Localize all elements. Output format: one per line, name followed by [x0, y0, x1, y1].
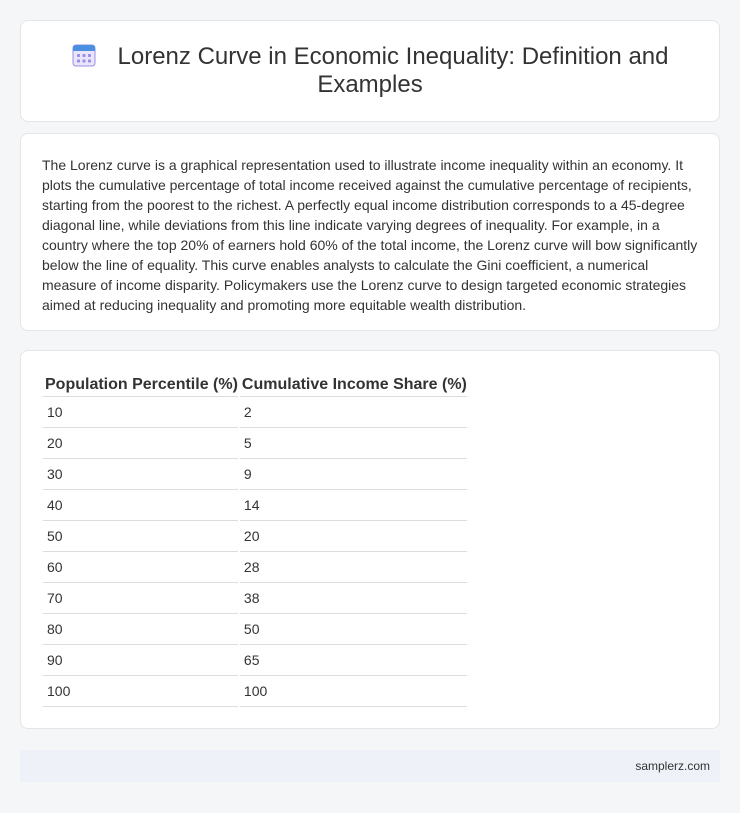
- table-card: Population Percentile (%) Cumulative Inc…: [20, 350, 720, 729]
- table-row: 90 65: [43, 645, 467, 676]
- cell-income-share: 14: [239, 490, 467, 521]
- cell-percentile: 70: [43, 583, 238, 614]
- cell-percentile: 50: [43, 521, 238, 552]
- cell-income-share: 28: [239, 552, 467, 583]
- cell-income-share: 100: [239, 676, 467, 707]
- cell-percentile: 80: [43, 614, 238, 645]
- cell-percentile: 100: [43, 676, 238, 707]
- cell-percentile: 20: [43, 428, 238, 459]
- intro-paragraph: The Lorenz curve is a graphical represen…: [42, 157, 698, 313]
- intro-card: The Lorenz curve is a graphical represen…: [20, 133, 720, 331]
- table-row: 60 28: [43, 552, 467, 583]
- page-title-text: Lorenz Curve in Economic Inequality: Def…: [117, 43, 669, 98]
- lorenz-table: Population Percentile (%) Cumulative Inc…: [41, 373, 469, 707]
- footer-site-link[interactable]: samplerz.com: [635, 759, 710, 773]
- cell-income-share: 38: [239, 583, 467, 614]
- table-row: 100 100: [43, 676, 467, 707]
- table-row: 30 9: [43, 459, 467, 490]
- table-row: 70 38: [43, 583, 467, 614]
- header-population-percentile: Population Percentile (%): [43, 373, 238, 397]
- page-title: Lorenz Curve in Economic Inequality: Def…: [61, 43, 679, 99]
- cell-percentile: 60: [43, 552, 238, 583]
- calendar-icon: [72, 44, 96, 67]
- cell-percentile: 40: [43, 490, 238, 521]
- table-row: 40 14: [43, 490, 467, 521]
- table-row: 80 50: [43, 614, 467, 645]
- cell-income-share: 50: [239, 614, 467, 645]
- table-row: 20 5: [43, 428, 467, 459]
- cell-percentile: 90: [43, 645, 238, 676]
- table-header-row: Population Percentile (%) Cumulative Inc…: [43, 373, 467, 397]
- cell-income-share: 9: [239, 459, 467, 490]
- cell-income-share: 2: [239, 397, 467, 428]
- cell-income-share: 65: [239, 645, 467, 676]
- footer: samplerz.com: [20, 750, 720, 782]
- header-cumulative-income-share: Cumulative Income Share (%): [239, 373, 467, 397]
- cell-percentile: 10: [43, 397, 238, 428]
- cell-percentile: 30: [43, 459, 238, 490]
- title-card: Lorenz Curve in Economic Inequality: Def…: [20, 20, 720, 122]
- table-row: 50 20: [43, 521, 467, 552]
- table-row: 10 2: [43, 397, 467, 428]
- cell-income-share: 5: [239, 428, 467, 459]
- cell-income-share: 20: [239, 521, 467, 552]
